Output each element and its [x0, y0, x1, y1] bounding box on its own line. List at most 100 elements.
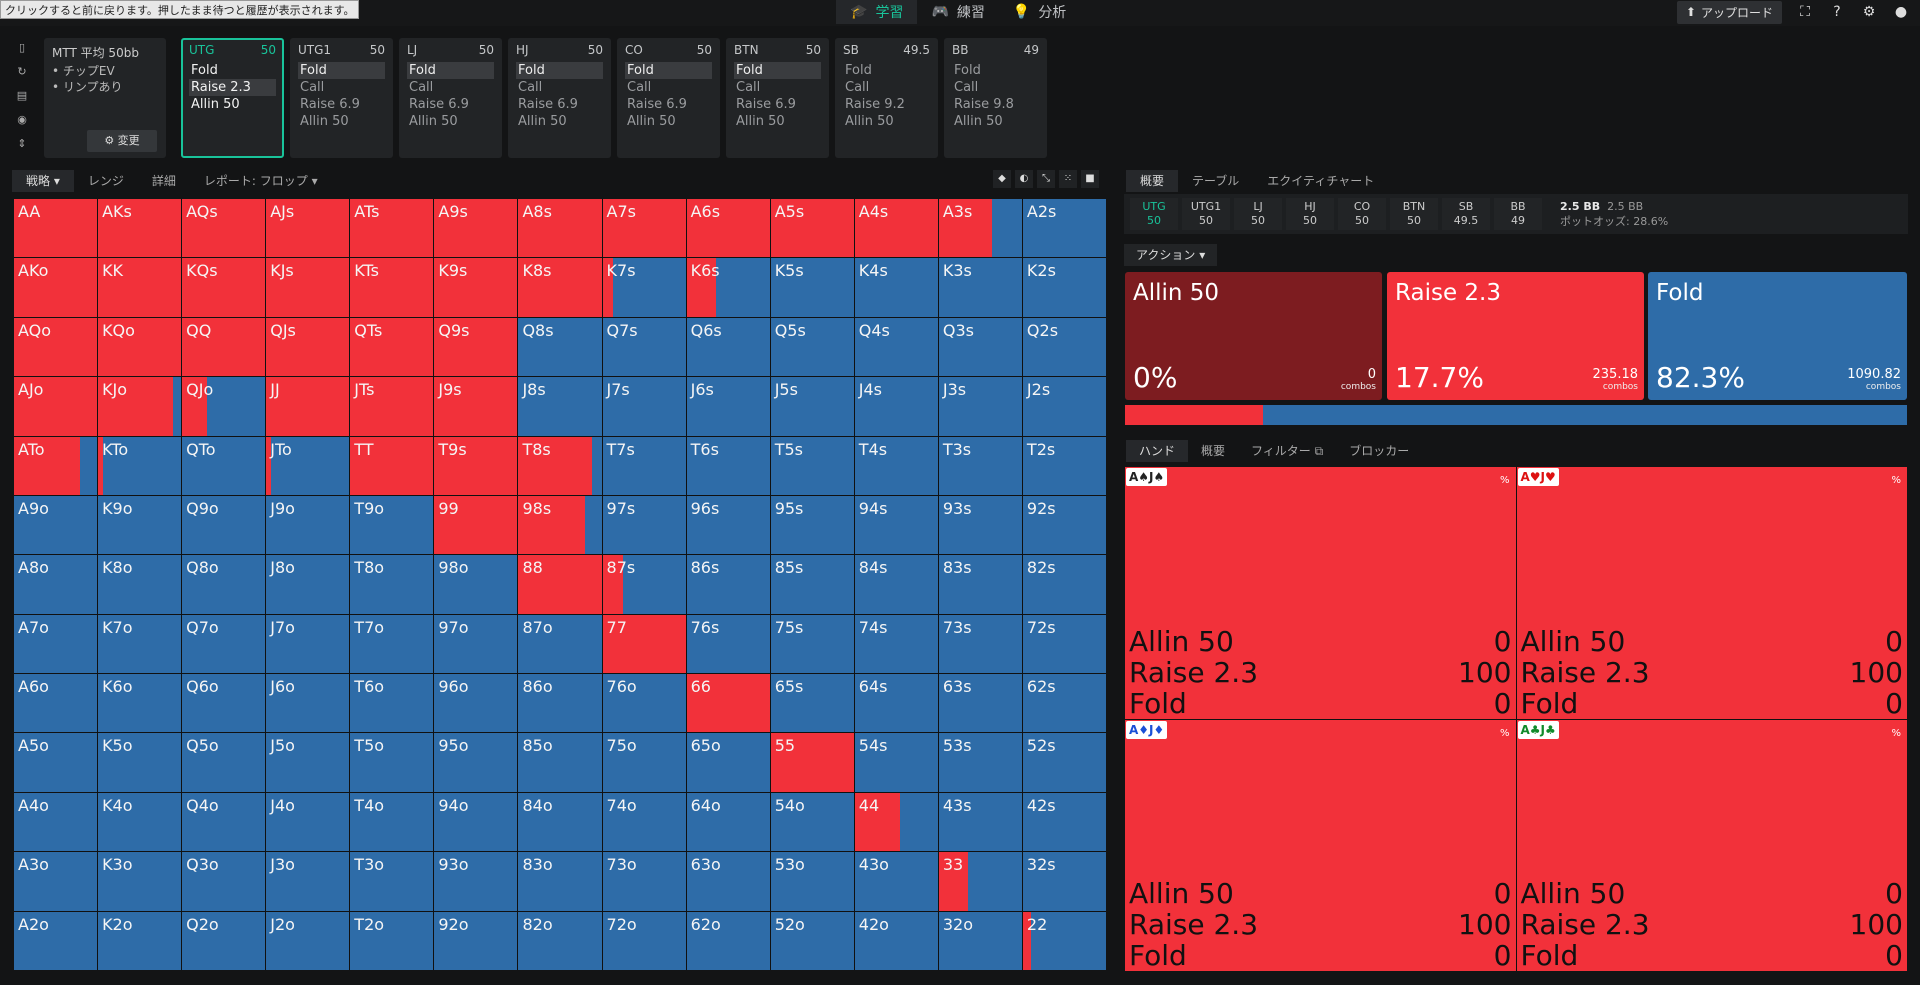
posbar-item-utg1[interactable]: UTG1 50 [1182, 198, 1230, 230]
combo-cell[interactable]: A♣J♣% Allin 50 0 Raise 2.3 100 Fold 0 [1516, 719, 1907, 971]
position-action[interactable]: Fold [407, 62, 494, 79]
hand-cell[interactable]: K5o [98, 733, 182, 792]
hand-cell[interactable]: QTo [182, 436, 266, 495]
hand-cell[interactable]: 64o [686, 792, 770, 852]
hand-cell[interactable]: T4o [350, 792, 434, 852]
position-action[interactable]: Fold [625, 62, 712, 79]
hand-cell[interactable]: 64s [854, 674, 938, 733]
gamepad-icon[interactable]: ◉ [17, 113, 27, 126]
hand-cell[interactable]: 72o [602, 911, 686, 970]
hand-cell[interactable]: KTo [98, 436, 182, 495]
shrink-icon[interactable]: ⤡ [1037, 170, 1055, 188]
position-card-sb[interactable]: SB 49.5 Fold Call Raise 9.2 Allin 50 [835, 38, 938, 158]
hand-cell[interactable]: T5s [770, 436, 854, 495]
hand-cell[interactable]: Q6s [686, 317, 770, 377]
hand-cell[interactable]: K7s [602, 258, 686, 317]
position-card-bb[interactable]: BB 49 Fold Call Raise 9.8 Allin 50 [944, 38, 1047, 158]
hand-cell[interactable]: 55 [770, 733, 854, 792]
posbar-item-hj[interactable]: HJ 50 [1286, 198, 1334, 230]
action-card-allin[interactable]: Allin 50 0% 0 combos [1125, 272, 1382, 400]
hand-cell[interactable]: 87s [602, 555, 686, 614]
action-dropdown[interactable]: アクション ▾ [1124, 244, 1218, 266]
hand-cell[interactable]: A3s [938, 199, 1022, 258]
hand-cell[interactable]: K8o [98, 555, 182, 614]
position-action[interactable]: Fold [954, 63, 981, 78]
hand-cell[interactable]: Q2s [1022, 317, 1106, 377]
position-action[interactable]: Raise 9.8 [954, 97, 1014, 112]
position-card-lj[interactable]: LJ 50 Fold Call Raise 6.9 Allin 50 [399, 38, 502, 158]
hand-cell[interactable]: K2s [1022, 258, 1106, 317]
hand-cell[interactable]: QJo [182, 377, 266, 436]
hand-cell[interactable]: 84s [854, 555, 938, 614]
hand-cell[interactable]: 74o [602, 792, 686, 852]
hand-cell[interactable]: K6o [98, 674, 182, 733]
hand-cell[interactable]: 42o [854, 911, 938, 970]
nav-tab-analyze[interactable]: 💡 分析 [1012, 4, 1067, 21]
hand-cell[interactable]: 32o [938, 911, 1022, 970]
hand-cell[interactable]: Q9o [182, 495, 266, 555]
posbar-item-lj[interactable]: LJ 50 [1234, 198, 1282, 230]
hand-cell[interactable]: ATs [350, 199, 434, 258]
hand-cell[interactable]: TT [350, 436, 434, 495]
hand-cell[interactable]: 73s [938, 614, 1022, 674]
hand-cell[interactable]: AQs [182, 199, 266, 258]
hand-cell[interactable]: 52o [770, 911, 854, 970]
position-action[interactable]: Allin 50 [845, 114, 894, 129]
action-card-fold[interactable]: Fold 82.3% 1090.82 combos [1648, 272, 1907, 400]
position-action[interactable]: Raise 6.9 [627, 97, 687, 112]
bookmark-icon[interactable]: ▯ [18, 41, 26, 54]
hand-cell[interactable]: Q6o [182, 674, 266, 733]
hand-cell[interactable]: 77 [602, 614, 686, 674]
position-card-hj[interactable]: HJ 50 Fold Call Raise 6.9 Allin 50 [508, 38, 611, 158]
position-action[interactable]: Call [954, 80, 979, 95]
hand-cell[interactable]: JTo [266, 436, 350, 495]
hand-cell[interactable]: 85o [518, 733, 602, 792]
hand-cell[interactable]: KJo [98, 377, 182, 436]
square-icon[interactable]: ■ [1081, 170, 1099, 188]
tab-filter[interactable]: フィルター ⧉ [1251, 444, 1324, 458]
hand-cell[interactable]: 95o [434, 733, 518, 792]
position-action[interactable]: Fold [298, 62, 385, 79]
screenshot-icon[interactable]: ⛶ [1800, 4, 1810, 20]
hand-cell[interactable]: AKo [14, 258, 98, 317]
position-action[interactable]: Call [409, 80, 434, 95]
nav-tab-study[interactable]: 🎓 学習 [836, 0, 918, 24]
hand-cell[interactable]: 92o [434, 911, 518, 970]
hand-cell[interactable]: 82o [518, 911, 602, 970]
hand-cell[interactable]: J5s [770, 377, 854, 436]
tab-equity-chart[interactable]: エクイティチャート [1267, 174, 1375, 188]
hand-cell[interactable]: K9o [98, 495, 182, 555]
hand-cell[interactable]: J9s [434, 377, 518, 436]
hand-cell[interactable]: 54o [770, 792, 854, 852]
hand-cell[interactable]: AKs [98, 199, 182, 258]
position-action[interactable]: Fold [845, 63, 872, 78]
hand-cell[interactable]: 93o [434, 852, 518, 911]
hand-cell[interactable]: 43o [854, 852, 938, 911]
position-action[interactable]: Raise 9.2 [845, 97, 905, 112]
hand-cell[interactable]: J7s [602, 377, 686, 436]
hand-cell[interactable]: J5o [266, 733, 350, 792]
collapse-icon[interactable]: ⇕ [17, 137, 27, 150]
hand-cell[interactable]: Q7s [602, 317, 686, 377]
hand-cell[interactable]: T8s [518, 436, 602, 495]
tab-strategy[interactable]: 戦略 ▾ [12, 170, 74, 192]
hand-cell[interactable]: K6s [686, 258, 770, 317]
hand-cell[interactable]: 62o [686, 911, 770, 970]
hand-cell[interactable]: 42s [1022, 792, 1106, 852]
hand-cell[interactable]: A2o [14, 911, 98, 970]
gear-icon[interactable]: ⚙ [1862, 4, 1876, 20]
hand-cell[interactable]: 65o [686, 733, 770, 792]
hand-cell[interactable]: 97o [434, 614, 518, 674]
hand-cell[interactable]: 22 [1022, 911, 1106, 970]
hand-cell[interactable]: KK [98, 258, 182, 317]
hand-cell[interactable]: ATo [14, 436, 98, 495]
hand-cell[interactable]: 83s [938, 555, 1022, 614]
position-action[interactable]: Allin 50 [300, 114, 349, 129]
hand-cell[interactable]: KQo [98, 317, 182, 377]
hand-cell[interactable]: QJs [266, 317, 350, 377]
hand-cell[interactable]: 75o [602, 733, 686, 792]
hand-cell[interactable]: T3s [938, 436, 1022, 495]
hand-cell[interactable]: 99 [434, 495, 518, 555]
hand-cell[interactable]: 87o [518, 614, 602, 674]
hand-cell[interactable]: J9o [266, 495, 350, 555]
